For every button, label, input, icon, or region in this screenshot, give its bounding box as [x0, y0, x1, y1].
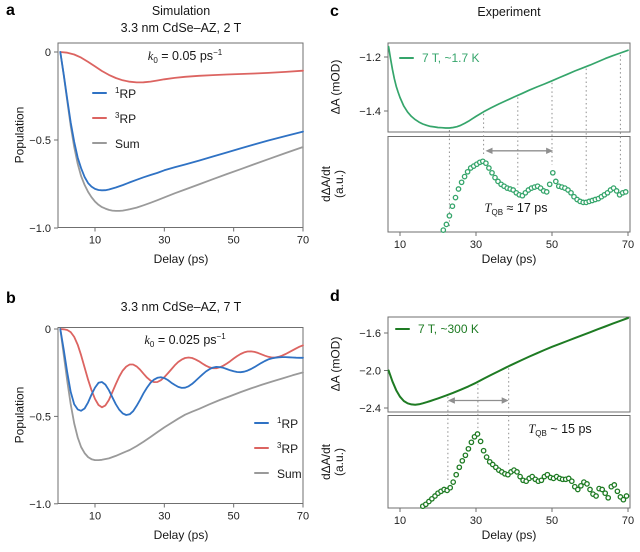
panel-a-ylabel: Population — [12, 106, 27, 164]
legend-item-sum: Sum — [254, 466, 302, 481]
svg-text:70: 70 — [622, 239, 634, 251]
legend-swatch-triplet-rp — [254, 446, 269, 450]
panel-a-xlabel: Delay (ps) — [153, 252, 209, 266]
panel-letter-c: c — [330, 3, 339, 20]
panel-b-plot: 0 −0.5 −1.0 10 30 50 70 — [29, 324, 309, 523]
svg-text:50: 50 — [546, 239, 558, 251]
legend-label-singlet-rp: 1RP — [115, 85, 137, 101]
panel-b-title: 3.3 nm CdSe–AZ, 7 T — [120, 300, 242, 314]
legend-label-7t-1p7k: 7 T, ~1.7 K — [422, 51, 480, 65]
svg-text:−0.5: −0.5 — [29, 135, 51, 147]
legend-swatch-singlet-rp — [254, 421, 269, 425]
svg-text:10: 10 — [394, 515, 406, 527]
panel-c-top-ylabel: ΔA (mOD) — [328, 59, 343, 115]
panel-d-bottom-ylabel: dΔA/dt (a.u.) — [319, 443, 346, 481]
panel-letter-a: a — [6, 2, 15, 19]
panel-c-title: Experiment — [477, 5, 541, 19]
legend-label-triplet-rp: 3RP — [277, 440, 299, 456]
legend-swatch-sum — [254, 471, 269, 475]
panel-a-legend: 1RP 3RP Sum — [92, 86, 140, 161]
svg-text:70: 70 — [622, 515, 634, 527]
panel-a-plot: 0 −0.5 −1.0 10 30 50 70 — [29, 42, 309, 247]
svg-text:30: 30 — [470, 515, 482, 527]
svg-text:10: 10 — [89, 235, 101, 247]
legend-swatch-7t-1p7k — [399, 56, 414, 60]
panel-a-subtitle: 3.3 nm CdSe–AZ, 2 T — [120, 21, 242, 35]
panel-b-ylabel: Population — [12, 386, 27, 444]
panel-c-plot: −1.2 −1.4 10 30 50 70 — [359, 42, 634, 251]
panel-d-xlabel: Delay (ps) — [481, 528, 537, 542]
panel-letter-d: d — [330, 288, 340, 305]
panel-c: −1.2 −1.4 10 30 50 70 c Experiment 7 T, ~1.7 … — [319, 0, 640, 276]
svg-text:30: 30 — [158, 511, 170, 523]
legend-label-sum: Sum — [115, 136, 140, 151]
svg-text:−1.4: −1.4 — [359, 106, 381, 118]
beat-period-label-d: TQB ~ 15 ps — [528, 422, 592, 438]
svg-text:50: 50 — [546, 515, 558, 527]
legend-item-singlet-rp: 1RP — [92, 85, 140, 101]
svg-text:0: 0 — [45, 47, 51, 59]
panel-d: −1.6 −2.0 −2.4 10 30 50 70 d 7 T, ~300 K ΔA (m… — [319, 276, 640, 552]
legend-swatch-sum — [92, 141, 107, 145]
svg-text:30: 30 — [158, 235, 170, 247]
panel-b-legend: 1RP 3RP Sum — [254, 416, 302, 491]
panel-c-legend: 7 T, ~1.7 K — [399, 51, 480, 65]
svg-text:10: 10 — [89, 511, 101, 523]
panel-b-xlabel: Delay (ps) — [153, 528, 209, 542]
panel-d-plot: −1.6 −2.0 −2.4 10 30 50 70 — [359, 316, 634, 527]
legend-item-singlet-rp: 1RP — [254, 415, 302, 431]
svg-text:−1.2: −1.2 — [359, 52, 381, 64]
svg-text:−1.6: −1.6 — [359, 328, 381, 340]
svg-text:10: 10 — [394, 239, 406, 251]
svg-text:−2.0: −2.0 — [359, 366, 381, 378]
svg-text:−1.0: −1.0 — [29, 223, 51, 235]
legend-label-sum: Sum — [277, 466, 302, 481]
panel-a-title: Simulation — [151, 4, 211, 18]
svg-text:30: 30 — [470, 239, 482, 251]
rate-constant-annotation-a: k0 = 0.05 ps−1 — [147, 48, 223, 65]
svg-text:50: 50 — [228, 235, 240, 247]
panel-d-top-ylabel: ΔA (mOD) — [328, 336, 343, 392]
svg-text:70: 70 — [297, 511, 309, 523]
legend-item-triplet-rp: 3RP — [254, 440, 302, 456]
svg-text:−1.0: −1.0 — [29, 499, 51, 511]
rate-constant-annotation-b: k0 = 0.025 ps−1 — [144, 332, 226, 349]
legend-item-triplet-rp: 3RP — [92, 110, 140, 126]
panel-a: 0 −0.5 −1.0 10 30 50 70 a Simulation 3.3 nm Cd… — [0, 0, 320, 276]
legend-item-sum: Sum — [92, 136, 140, 151]
beat-period-label-c: TQB ≈ 17 ps — [484, 201, 548, 217]
svg-text:70: 70 — [297, 235, 309, 247]
panel-c-xlabel: Delay (ps) — [481, 252, 537, 266]
panel-d-legend: 7 T, ~300 K — [395, 322, 479, 336]
panel-c-bottom-ylabel: dΔA/dt (a.u.) — [319, 165, 346, 203]
svg-text:50: 50 — [228, 511, 240, 523]
panel-b: 0 −0.5 −1.0 10 30 50 70 b 3.3 nm CdSe–AZ, 7 T … — [0, 276, 320, 552]
svg-text:0: 0 — [45, 324, 51, 336]
legend-swatch-7t-300k — [395, 327, 410, 331]
legend-swatch-triplet-rp — [92, 116, 107, 120]
legend-swatch-singlet-rp — [92, 91, 107, 95]
legend-label-triplet-rp: 3RP — [115, 110, 137, 126]
panel-letter-b: b — [6, 290, 16, 307]
legend-label-singlet-rp: 1RP — [277, 415, 299, 431]
svg-text:−0.5: −0.5 — [29, 411, 51, 423]
legend-label-7t-300k: 7 T, ~300 K — [418, 322, 479, 336]
svg-text:−2.4: −2.4 — [359, 403, 381, 415]
